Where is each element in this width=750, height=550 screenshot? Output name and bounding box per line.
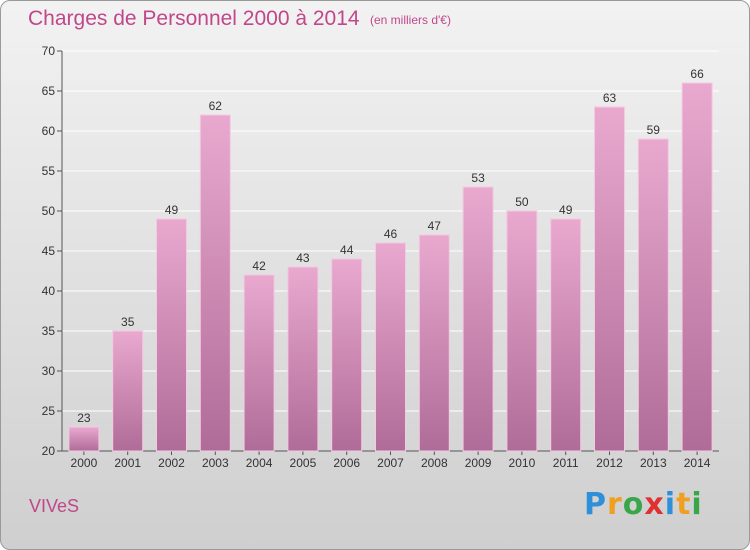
x-tick-label: 2002 xyxy=(158,456,185,470)
logo-letter: x xyxy=(644,487,665,522)
bar-2011 xyxy=(550,218,582,452)
labels: 23 35 49 62 42 43 44 46 47 53 50 49 63 59 66 xyxy=(77,67,704,425)
data-label: 66 xyxy=(690,67,704,81)
y-tick-label: 60 xyxy=(42,124,56,138)
logo-letter: o xyxy=(622,487,645,522)
bar-2014 xyxy=(681,82,713,452)
commune-name: VIVeS xyxy=(29,496,80,516)
x-tick-label: 2004 xyxy=(246,456,273,470)
x-tick-label: 2009 xyxy=(465,456,492,470)
x-tick-label: 2011 xyxy=(553,456,579,470)
data-label: 53 xyxy=(471,171,485,185)
bar-2002 xyxy=(156,218,187,452)
logo-letter: i xyxy=(691,487,703,522)
data-label: 49 xyxy=(559,203,573,217)
x-tick-label: 2005 xyxy=(290,456,317,470)
y-tick-label: 65 xyxy=(42,84,56,98)
x-tick-label: 2000 xyxy=(71,456,98,470)
logo-letter: i xyxy=(664,487,677,522)
bars xyxy=(68,82,713,452)
data-label: 50 xyxy=(515,195,529,209)
bar-2009 xyxy=(462,186,494,452)
y-tick-label: 50 xyxy=(42,204,56,218)
x-tick-label: 2014 xyxy=(684,456,711,470)
logo-letter: t xyxy=(676,487,692,522)
data-label: 47 xyxy=(428,219,442,233)
logo-letter: P xyxy=(584,487,607,522)
data-label: 43 xyxy=(296,251,310,265)
y-tick-label: 40 xyxy=(42,284,56,298)
y-tick-label: 25 xyxy=(42,404,56,418)
bar-2010 xyxy=(506,210,538,452)
data-label: 35 xyxy=(121,315,135,329)
data-label: 23 xyxy=(77,411,91,425)
bar-2013 xyxy=(637,138,669,452)
bar-2006 xyxy=(331,258,363,452)
y-tick-label: 35 xyxy=(42,324,56,338)
x-tick-label: 2012 xyxy=(596,456,623,470)
y-tick-label: 45 xyxy=(42,244,56,258)
bar-2001 xyxy=(112,330,144,452)
data-label: 46 xyxy=(384,227,398,241)
x-tick-label: 2013 xyxy=(640,456,667,470)
data-label: 63 xyxy=(603,91,617,105)
data-label: 59 xyxy=(647,123,661,137)
y-tick-label: 70 xyxy=(42,44,56,58)
logo-letter: r xyxy=(607,487,623,522)
proxiti-logo[interactable]: Proxiti xyxy=(584,487,703,522)
y-tick-label: 30 xyxy=(42,364,56,378)
bar-2004 xyxy=(243,274,275,452)
data-label: 62 xyxy=(209,99,223,113)
x-tick-label: 2007 xyxy=(377,456,404,470)
bar-2008 xyxy=(418,234,450,452)
bar-2000 xyxy=(68,426,100,452)
x-tick-label: 2008 xyxy=(421,456,448,470)
chart-title: Charges de Personnel 2000 à 2014 xyxy=(28,7,360,30)
data-label: 42 xyxy=(252,259,266,273)
x-tick-label: 2001 xyxy=(114,456,141,470)
bar-2007 xyxy=(375,242,406,452)
x-tick-label: 2006 xyxy=(333,456,360,470)
bar-2005 xyxy=(287,266,319,452)
bar-2003 xyxy=(199,114,231,452)
y-tick-label: 20 xyxy=(42,444,56,458)
x-tick-label: 2003 xyxy=(202,456,229,470)
chart-subtitle: (en milliers d'€) xyxy=(370,13,451,27)
data-label: 44 xyxy=(340,243,354,257)
bar-2012 xyxy=(594,106,625,452)
x-tick-label: 2010 xyxy=(509,456,536,470)
y-tick-label: 55 xyxy=(42,164,56,178)
data-label: 49 xyxy=(165,203,179,217)
